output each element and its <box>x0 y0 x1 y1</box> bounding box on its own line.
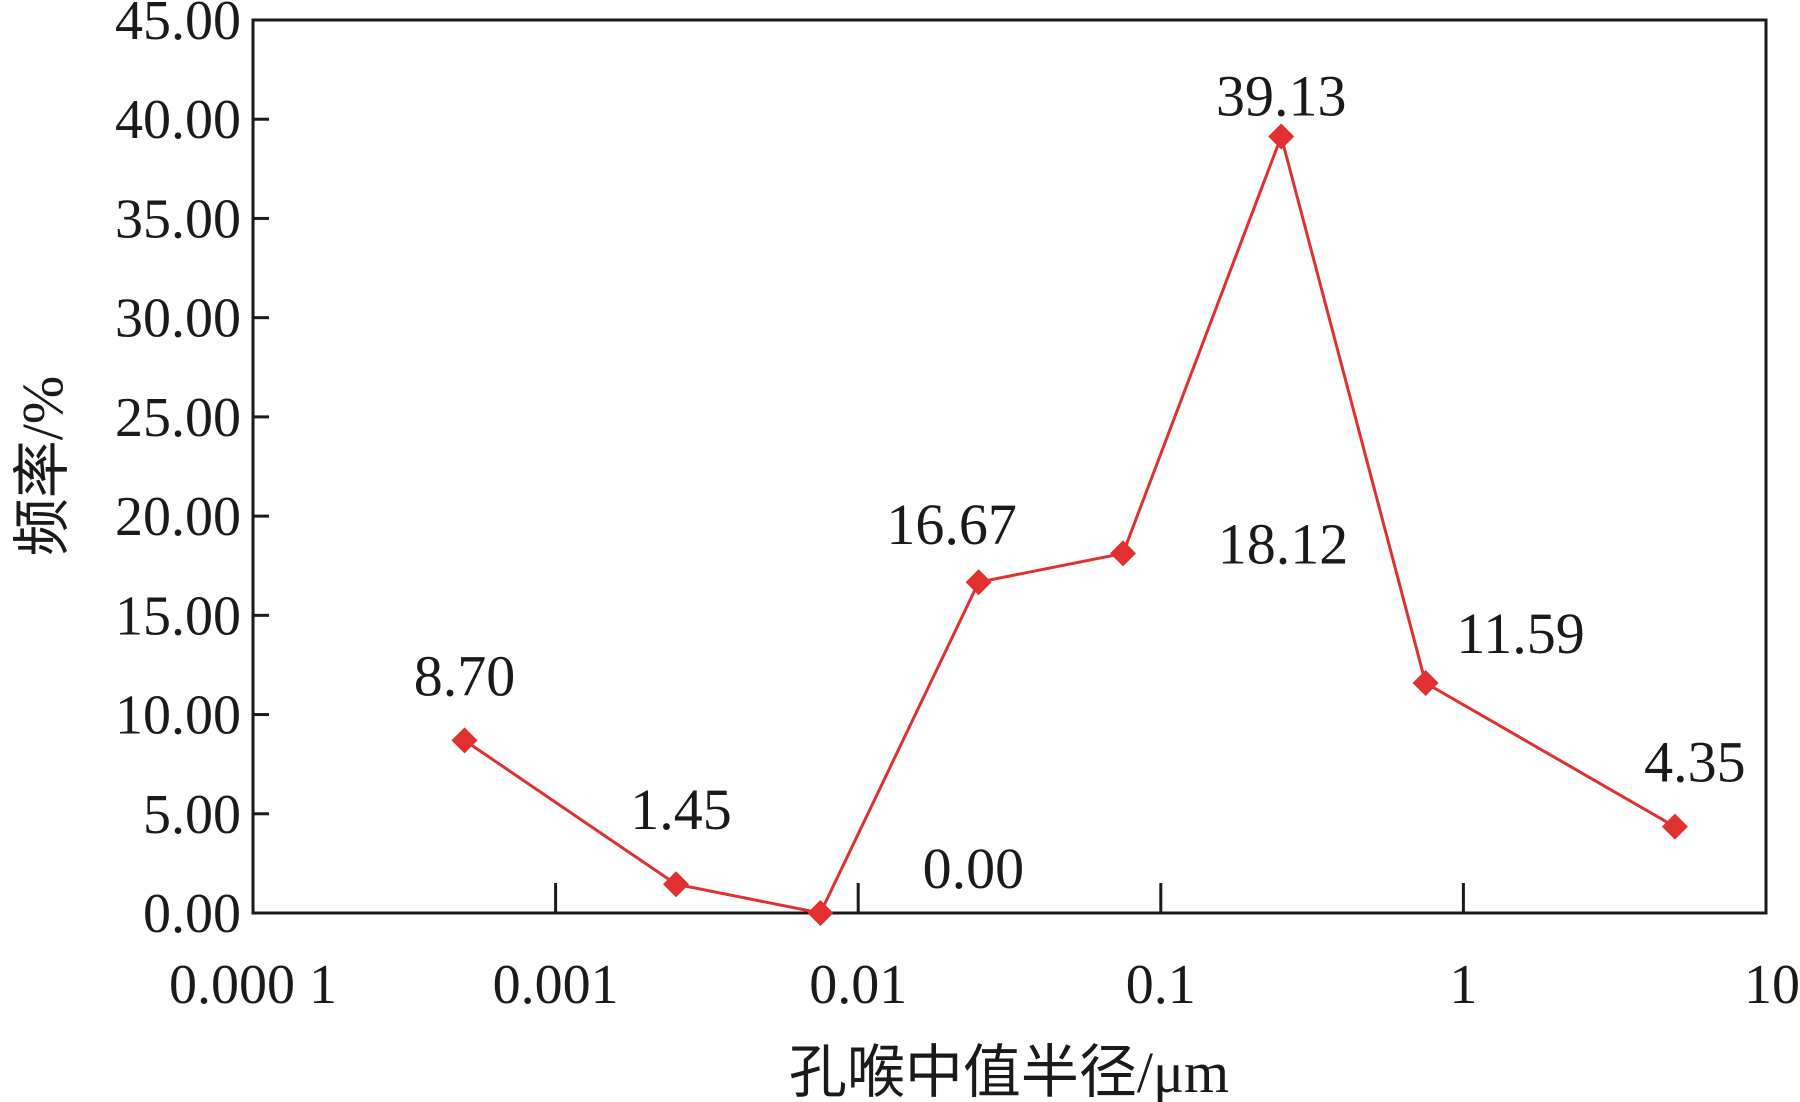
plot-frame <box>251 18 1768 915</box>
y-tick-label: 0.00 <box>143 883 241 945</box>
y-tick-label: 10.00 <box>115 685 241 747</box>
y-tick-label: 15.00 <box>115 585 241 647</box>
y-tick-label: 40.00 <box>115 89 241 151</box>
series-line <box>463 131 1676 915</box>
data-point-marker <box>1412 670 1439 697</box>
data-label: 18.12 <box>1218 511 1349 576</box>
data-label: 11.59 <box>1456 601 1584 666</box>
y-tick-label: 5.00 <box>143 784 241 846</box>
y-tick-label: 35.00 <box>115 188 241 250</box>
y-tick-label: 30.00 <box>115 288 241 350</box>
data-label: 1.45 <box>630 777 732 842</box>
x-tick-label: 0.000 1 <box>169 954 337 1016</box>
x-tick-label: 0.001 <box>493 954 619 1016</box>
x-tick-label: 10 <box>1744 954 1800 1016</box>
y-axis-title: 频率/% <box>10 376 75 556</box>
data-label: 16.67 <box>886 492 1017 557</box>
data-point-marker <box>1109 540 1136 567</box>
x-axis-title: 孔喉中值半径/μm <box>789 1040 1229 1102</box>
data-label: 0.00 <box>923 836 1025 901</box>
data-point-marker <box>663 871 690 898</box>
data-label: 39.13 <box>1216 63 1347 128</box>
x-tick-label: 0.1 <box>1126 954 1196 1016</box>
y-tick-label: 25.00 <box>115 387 241 449</box>
series-layer: 8.70 1.45 0.00 16.67 18.12 39.13 11.59 4.35 <box>414 63 1746 926</box>
axis-ticks <box>251 18 1768 915</box>
tick-labels: 0.005.0010.0015.0020.0025.0030.0035.0040… <box>115 0 1800 1016</box>
x-tick-label: 0.01 <box>809 954 907 1016</box>
data-label: 8.70 <box>414 643 516 708</box>
data-point-marker <box>1268 123 1295 150</box>
data-point-marker <box>451 727 478 754</box>
data-point-marker <box>965 569 992 596</box>
data-label: 4.35 <box>1644 730 1746 795</box>
y-tick-label: 45.00 <box>115 0 241 52</box>
x-tick-label: 1 <box>1449 954 1477 1016</box>
data-point-marker <box>807 900 834 926</box>
y-tick-label: 20.00 <box>115 486 241 548</box>
data-point-marker <box>1661 813 1688 840</box>
